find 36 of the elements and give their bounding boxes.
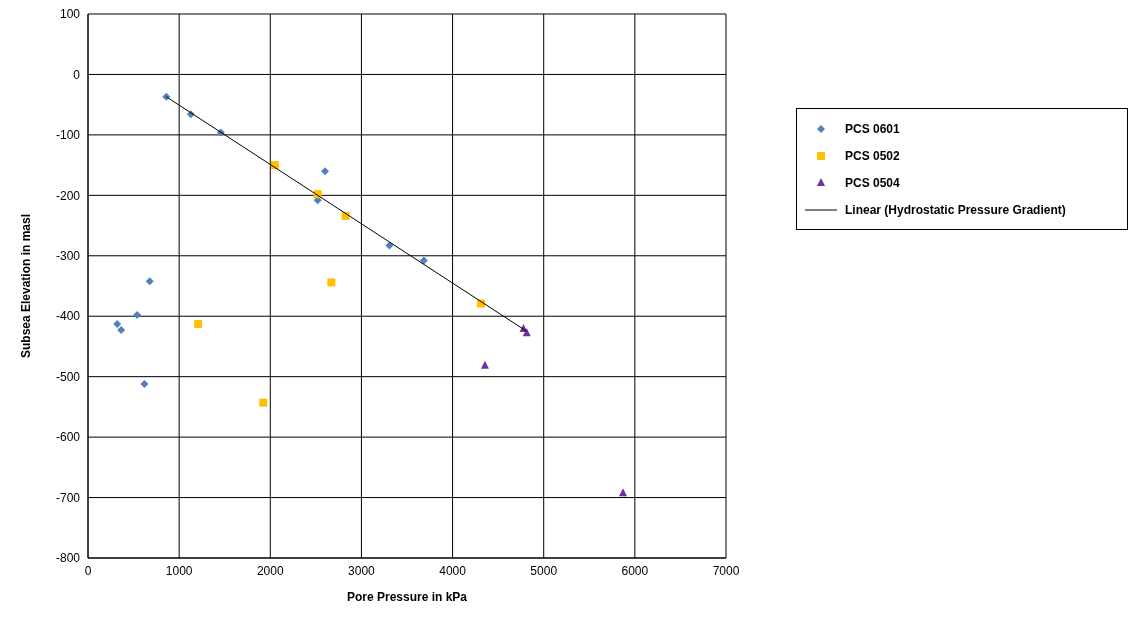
- x-tick-label: 2000: [256, 563, 284, 578]
- point: [259, 398, 268, 407]
- x-tick-label: 1000: [165, 563, 193, 578]
- x-tick-label: 6000: [621, 563, 649, 578]
- x-tick-label: 7000: [712, 563, 740, 578]
- legend-label: PCS 0601: [845, 121, 900, 136]
- y-tick-label: -300: [55, 249, 81, 264]
- legend-label: PCS 0504: [845, 175, 900, 190]
- y-axis-title: Subsea Elevation in masl: [19, 213, 34, 359]
- x-tick-label: 5000: [530, 563, 558, 578]
- legend-label: Linear (Hydrostatic Pressure Gradient): [845, 202, 1066, 217]
- y-tick-label: -500: [55, 369, 81, 384]
- point: [320, 167, 329, 176]
- legend-label: PCS 0502: [845, 148, 900, 163]
- y-tick-label: -400: [55, 309, 81, 324]
- point: [140, 379, 149, 388]
- point: [327, 278, 336, 287]
- y-tick-label: -700: [55, 490, 81, 505]
- y-tick-label: -100: [55, 128, 81, 143]
- point: [385, 241, 394, 250]
- point: [480, 360, 489, 369]
- y-tick-label: -800: [55, 551, 81, 566]
- point: [133, 311, 142, 320]
- y-tick-label: -200: [55, 188, 81, 203]
- y-tick-label: 0: [73, 67, 81, 82]
- y-tick-label: 100: [59, 7, 81, 22]
- x-tick-label: 0: [84, 563, 92, 578]
- point: [117, 326, 126, 335]
- point: [145, 277, 154, 286]
- point: [619, 488, 628, 497]
- point: [113, 320, 122, 329]
- point: [194, 320, 203, 329]
- y-tick-label: -600: [55, 430, 81, 445]
- x-axis-title: Pore Pressure in kPa: [346, 590, 468, 604]
- x-tick-label: 4000: [439, 563, 467, 578]
- x-tick-label: 3000: [348, 563, 376, 578]
